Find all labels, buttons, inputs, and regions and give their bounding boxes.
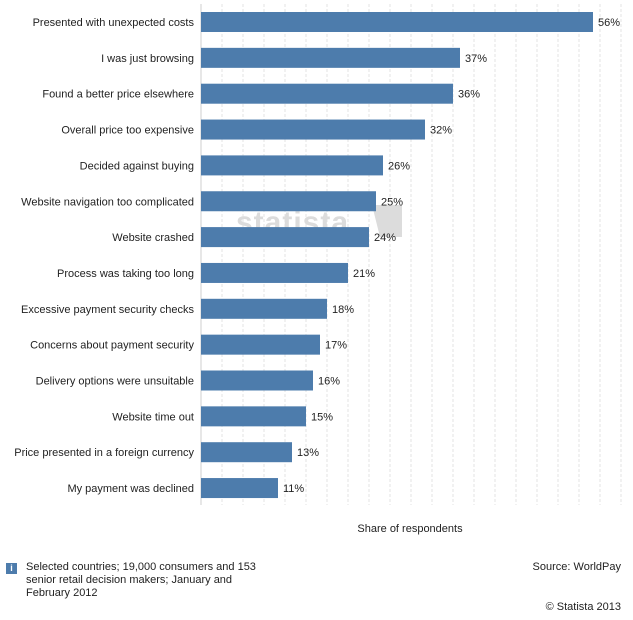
copyright-label: © Statista 2013 (545, 601, 621, 613)
category-label: Price presented in a foreign currency (14, 447, 194, 459)
bar[interactable] (201, 155, 383, 176)
bar[interactable] (201, 370, 313, 391)
value-label: 26% (388, 160, 410, 172)
category-label: Delivery options were unsuitable (36, 376, 194, 388)
category-label: Excessive payment security checks (21, 304, 195, 316)
bar[interactable] (201, 442, 292, 463)
bars (201, 12, 593, 499)
info-icon[interactable]: i (6, 563, 17, 574)
category-label: Website time out (112, 411, 194, 423)
value-label: 32% (430, 125, 452, 137)
value-label: 11% (283, 483, 304, 495)
bar[interactable] (201, 262, 348, 283)
bar[interactable] (201, 47, 460, 68)
category-label: Overall price too expensive (61, 125, 194, 137)
gridlines (200, 4, 622, 505)
watermark-logo-icon (372, 205, 402, 237)
value-label: 17% (325, 340, 347, 352)
value-label: 36% (458, 89, 480, 101)
category-label: Website navigation too complicated (21, 196, 194, 208)
value-label: 18% (332, 304, 354, 316)
value-label: 37% (465, 53, 487, 65)
bar[interactable] (201, 406, 306, 427)
bar[interactable] (201, 119, 425, 140)
value-label: 24% (374, 232, 396, 244)
category-label: Website crashed (112, 232, 194, 244)
bar[interactable] (201, 298, 327, 319)
value-labels: 56% 37% 36% 32% 26% 25% 24% 21% 18% 17% 16% 15% 13% 1… (283, 17, 620, 495)
source-label: Source: WorldPay (532, 561, 621, 573)
bar[interactable] (201, 191, 376, 212)
value-label: 21% (353, 268, 375, 280)
x-axis-label: Share of respondents (357, 523, 463, 535)
category-label: Decided against buying (80, 160, 194, 172)
category-label: My payment was declined (67, 483, 194, 495)
category-label: Concerns about payment security (30, 340, 194, 352)
bar-chart: statista Presented with unexpected costs… (14, 4, 622, 505)
bar[interactable] (201, 12, 593, 32)
category-label: Process was taking too long (57, 268, 194, 280)
value-label: 15% (311, 411, 333, 423)
value-label: 13% (297, 447, 319, 459)
category-label: Found a better price elsewhere (42, 89, 194, 101)
bar[interactable] (201, 478, 278, 499)
bar[interactable] (201, 334, 320, 355)
category-label: I was just browsing (101, 53, 194, 65)
category-labels: Presented with unexpected costs I was jus… (14, 17, 194, 495)
value-label: 56% (598, 17, 620, 29)
value-label: 16% (318, 376, 340, 388)
category-label: Presented with unexpected costs (33, 17, 195, 29)
value-label: 25% (381, 196, 403, 208)
bar[interactable] (201, 83, 453, 104)
survey-note: Selected countries; 19,000 consumers and… (26, 561, 256, 599)
bar[interactable] (201, 227, 369, 248)
